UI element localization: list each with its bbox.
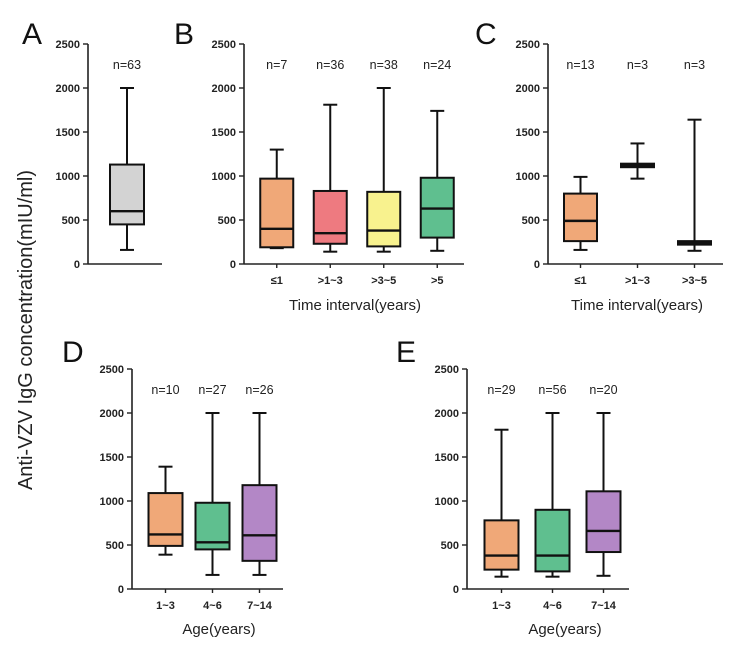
y-tick-label: 2000 <box>516 83 540 95</box>
box-4 <box>419 109 455 252</box>
y-tick-label: 1500 <box>100 452 124 464</box>
y-tick-label: 2000 <box>435 408 459 420</box>
y-tick-label: 0 <box>230 259 236 271</box>
y-tick-label: 0 <box>74 259 80 271</box>
box-2 <box>620 142 655 180</box>
x-tick-label: >5 <box>431 275 444 287</box>
box-1 <box>483 428 520 578</box>
n-label: n=63 <box>113 58 141 72</box>
y-tick-label: 1000 <box>516 171 540 183</box>
x-tick-label: >3~5 <box>371 275 396 287</box>
panel-c: C Time interval(years) 0 500 1000 1500 2000 2… <box>475 18 723 314</box>
box-2 <box>312 103 348 253</box>
panel-letter: B <box>174 18 194 51</box>
y-tick-label: 500 <box>441 540 459 552</box>
box-1 <box>147 465 184 556</box>
box-iqr <box>563 192 598 243</box>
n-label: n=3 <box>684 58 705 72</box>
n-label: n=20 <box>589 383 617 397</box>
n-label: n=26 <box>245 383 273 397</box>
box-iqr <box>259 177 295 249</box>
box-1 <box>259 148 295 250</box>
box-iqr <box>366 190 402 248</box>
y-tick-label: 2000 <box>100 408 124 420</box>
x-tick-label: 1~3 <box>492 600 511 612</box>
panel-letter: C <box>475 18 497 51</box>
x-axis-label: Time interval(years) <box>571 297 703 314</box>
x-axis-label: Time interval(years) <box>289 297 421 314</box>
panel-e: E Age(years) 0 500 1000 1500 2000 2500 n=29 1~3… <box>396 336 629 638</box>
n-label: n=36 <box>316 58 344 72</box>
x-tick-label: ≤1 <box>574 275 586 287</box>
y-tick-label: 0 <box>453 584 459 596</box>
box-3 <box>366 87 402 253</box>
box-iqr <box>585 490 622 554</box>
n-label: n=10 <box>151 383 179 397</box>
x-axis-label: Age(years) <box>182 621 255 638</box>
y-tick-label: 500 <box>62 215 80 227</box>
y-tick-label: 2500 <box>212 39 236 51</box>
x-axis-label: Age(years) <box>528 621 601 638</box>
x-tick-label: >3~5 <box>682 275 707 287</box>
y-tick-label: 2500 <box>516 39 540 51</box>
panel-letter: D <box>62 336 84 369</box>
box-2 <box>534 412 571 578</box>
x-tick-label: >1~3 <box>625 275 650 287</box>
box-1 <box>109 87 145 251</box>
box-iqr <box>109 163 145 226</box>
y-tick-label: 0 <box>534 259 540 271</box>
y-tick-label: 1000 <box>212 171 236 183</box>
box-3 <box>585 412 622 577</box>
box-iqr <box>483 519 520 571</box>
y-tick-label: 500 <box>106 540 124 552</box>
panel-letter: E <box>396 336 416 369</box>
y-tick-label: 1500 <box>56 127 80 139</box>
y-tick-label: 0 <box>118 584 124 596</box>
x-tick-label: 4~6 <box>203 600 222 612</box>
n-label: n=24 <box>423 58 451 72</box>
y-tick-label: 2500 <box>100 364 124 376</box>
y-tick-label: 1500 <box>212 127 236 139</box>
panel-d: D Age(years) 0 500 1000 1500 2000 2500 n=10 1~3… <box>62 336 283 638</box>
x-tick-label: 7~14 <box>591 600 617 612</box>
n-label: n=3 <box>627 58 648 72</box>
y-tick-label: 1500 <box>435 452 459 464</box>
x-tick-label: ≤1 <box>271 275 283 287</box>
box-1 <box>563 175 598 251</box>
y-tick-label: 2000 <box>56 83 80 95</box>
y-tick-label: 1500 <box>516 127 540 139</box>
y-axis-label: Anti-VZV IgG concentration(mIU/ml) <box>15 170 37 490</box>
y-tick-label: 1000 <box>435 496 459 508</box>
box-iqr <box>312 189 348 245</box>
x-tick-label: >1~3 <box>318 275 343 287</box>
x-tick-label: 7~14 <box>247 600 273 612</box>
box-3 <box>677 118 712 252</box>
y-tick-label: 2500 <box>435 364 459 376</box>
box-iqr <box>241 484 278 562</box>
y-tick-label: 1000 <box>100 496 124 508</box>
y-tick-label: 500 <box>522 215 540 227</box>
n-label: n=7 <box>266 58 287 72</box>
y-tick-label: 2500 <box>56 39 80 51</box>
panel-a: A 0 500 1000 1500 2000 2500 n=63 <box>22 18 162 271</box>
y-tick-label: 1000 <box>56 171 80 183</box>
n-label: n=13 <box>566 58 594 72</box>
n-label: n=27 <box>198 383 226 397</box>
box-iqr <box>534 508 571 573</box>
x-tick-label: 4~6 <box>543 600 562 612</box>
panel-letter: A <box>22 18 42 51</box>
y-tick-label: 500 <box>218 215 236 227</box>
n-label: n=38 <box>370 58 398 72</box>
n-label: n=56 <box>538 383 566 397</box>
box-iqr <box>147 492 184 547</box>
n-label: n=29 <box>487 383 515 397</box>
panel-b: B Time interval(years) 0 500 1000 1500 2000 2… <box>174 18 464 314</box>
box-2 <box>194 412 231 576</box>
x-tick-label: 1~3 <box>156 600 175 612</box>
y-tick-label: 2000 <box>212 83 236 95</box>
box-3 <box>241 412 278 576</box>
